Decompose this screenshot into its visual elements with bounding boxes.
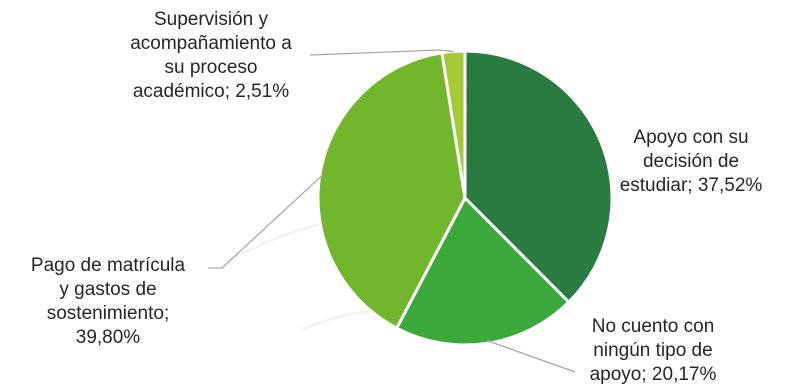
data-label-apoyo-decision-line: Apoyo con su — [633, 127, 748, 148]
slice-sin-apoyo — [395, 196, 571, 347]
leader-line-supervision — [309, 49, 454, 56]
data-label-pago-matricula-line: sostenimiento; — [47, 303, 170, 324]
data-label-supervision: Supervisión y acompañamiento a su proceso a… — [130, 9, 292, 102]
data-label-supervision-line: académico; 2,51% — [133, 81, 289, 102]
data-label-pago-matricula-line: 39,80% — [76, 327, 141, 348]
slice-pago-matricula — [316, 51, 467, 330]
data-label-sin-apoyo: No cuento con ningún tipo de apoyo; 20,17% — [590, 316, 717, 385]
data-label-sin-apoyo-line: ningún tipo de — [593, 340, 712, 361]
data-label-pago-matricula: Pago de matrícula y gastos de sostenimient… — [31, 255, 186, 348]
data-label-supervision-line: acompañamiento a — [130, 33, 292, 54]
data-label-apoyo-decision-line: decisión de — [643, 151, 739, 172]
leader-line-sin-apoyo — [486, 339, 576, 373]
leader-line-pago-matricula — [208, 174, 324, 269]
slice-supervision — [440, 49, 467, 200]
slice-apoyo-decision — [463, 49, 614, 304]
data-label-supervision-line: Supervisión y — [154, 9, 269, 30]
data-label-sin-apoyo-line: apoyo; 20,17% — [590, 364, 717, 385]
data-label-apoyo-decision: Apoyo con su decisión de estudiar; 37,52% — [620, 127, 763, 196]
data-label-sin-apoyo-line: No cuento con — [592, 316, 715, 337]
data-label-pago-matricula-line: y gastos de — [59, 279, 156, 300]
data-label-supervision-line: su proceso — [165, 57, 258, 78]
data-label-pago-matricula-line: Pago de matrícula — [31, 255, 186, 276]
data-label-apoyo-decision-line: estudiar; 37,52% — [620, 175, 763, 196]
